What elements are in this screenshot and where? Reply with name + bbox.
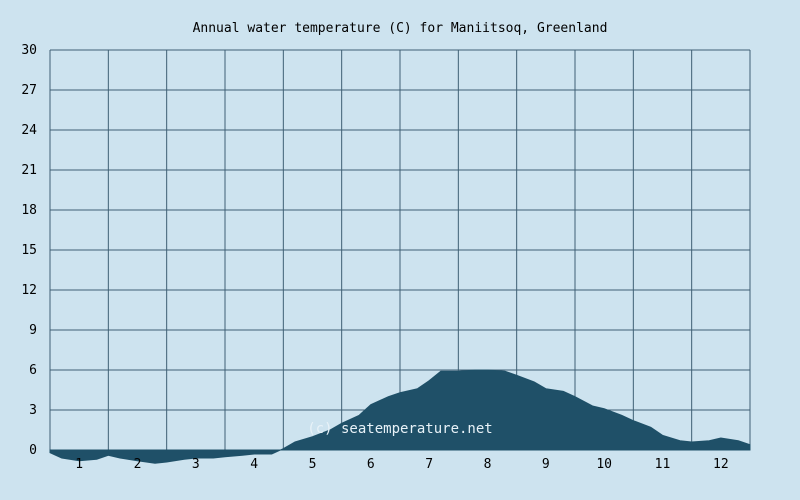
watermark: (c) seatemperature.net [307, 421, 492, 437]
x-axis-labels: 1 2 3 4 5 6 7 8 9 10 11 12 [75, 457, 728, 472]
area-series [49, 369, 751, 464]
x-tick-label: 12 [713, 457, 729, 472]
x-tick-label: 8 [484, 457, 492, 472]
y-tick-label: 15 [21, 243, 37, 258]
x-tick-label: 1 [75, 457, 83, 472]
y-tick-label: 27 [21, 83, 37, 98]
y-tick-label: 30 [21, 43, 37, 58]
y-tick-label: 12 [21, 283, 37, 298]
y-axis-labels: 0 3 6 9 12 15 18 21 24 27 30 [21, 43, 37, 458]
y-tick-label: 21 [21, 163, 37, 178]
chart-title: Annual water temperature (C) for Maniits… [193, 21, 608, 36]
x-tick-label: 4 [250, 457, 258, 472]
x-tick-label: 9 [542, 457, 550, 472]
y-tick-label: 6 [29, 363, 37, 378]
x-tick-label: 11 [655, 457, 671, 472]
y-tick-label: 3 [29, 403, 37, 418]
x-tick-label: 7 [425, 457, 433, 472]
x-tick-label: 10 [596, 457, 612, 472]
series-area-0 [49, 369, 751, 464]
grid [49, 49, 751, 451]
x-tick-label: 3 [192, 457, 200, 472]
x-tick-label: 6 [367, 457, 375, 472]
y-tick-label: 0 [29, 443, 37, 458]
x-tick-label: 2 [134, 457, 142, 472]
x-tick-label: 5 [309, 457, 317, 472]
y-tick-label: 9 [29, 323, 37, 338]
y-tick-label: 18 [21, 203, 37, 218]
y-tick-label: 24 [21, 123, 37, 138]
